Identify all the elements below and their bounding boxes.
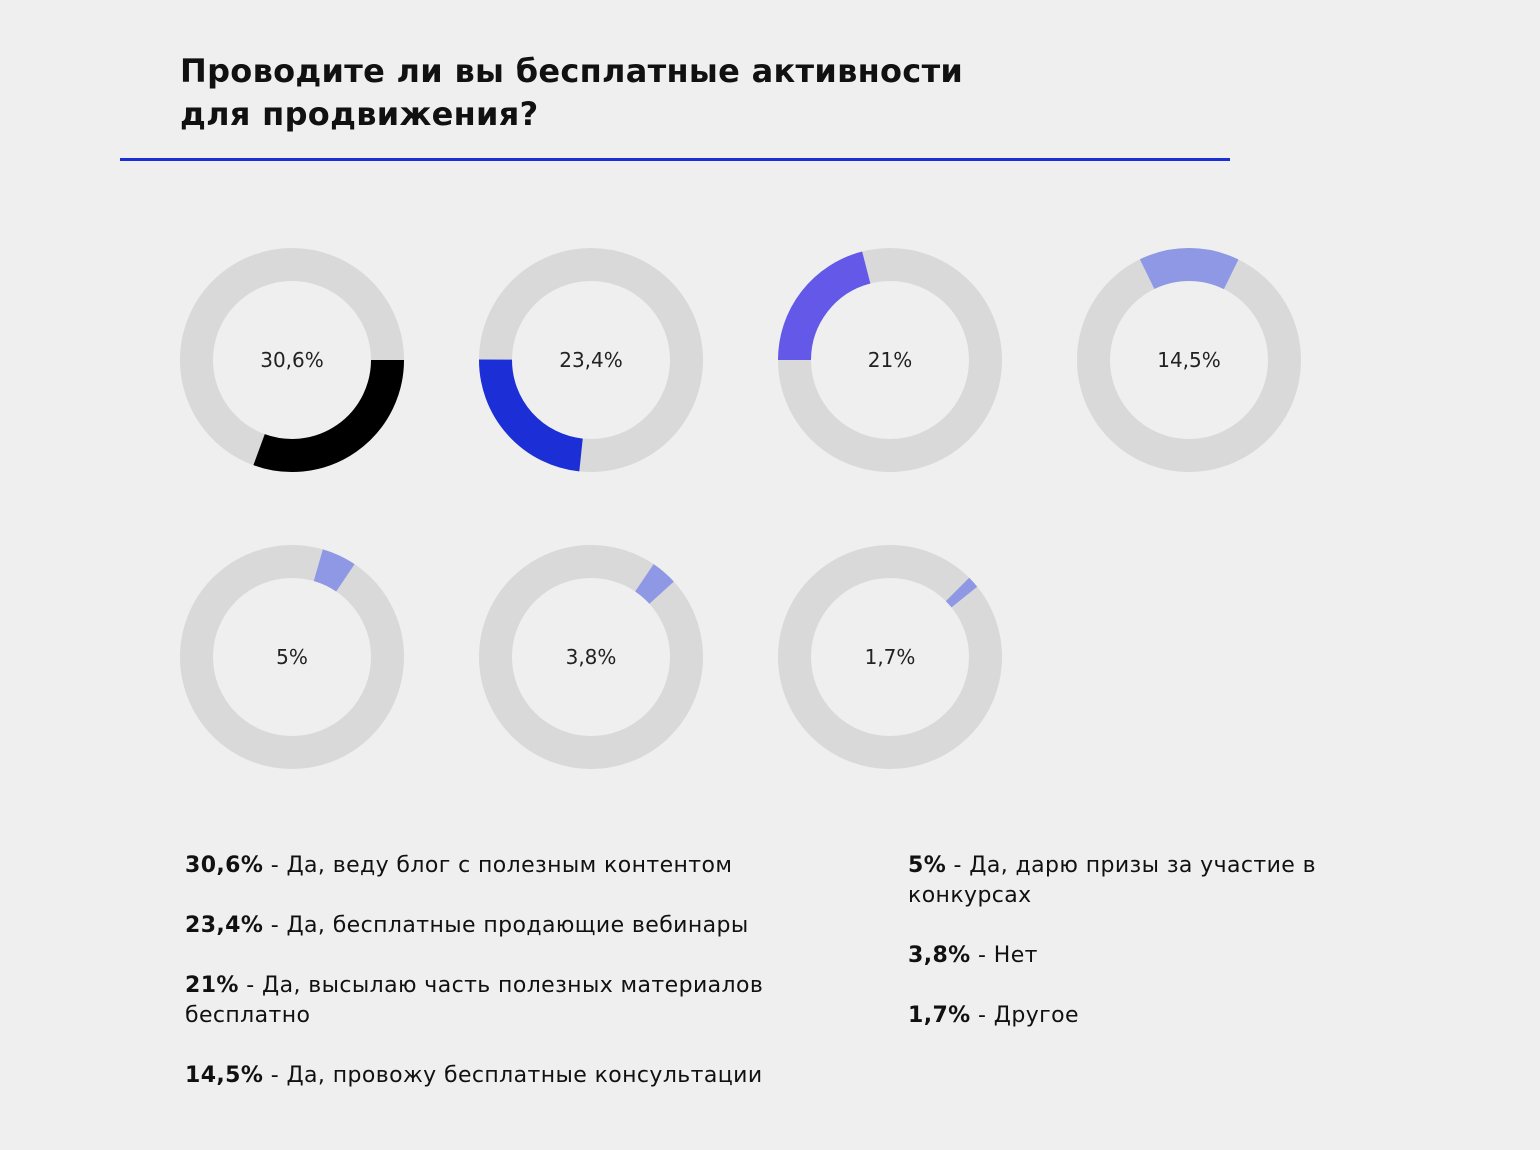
legend-text: Да, дарю призы за участие в конкурсах	[908, 853, 1316, 908]
donut-label: 5%	[276, 645, 308, 669]
legend-percent: 21%	[185, 973, 239, 998]
legend-text: Да, бесплатные продающие вебинары	[286, 913, 749, 938]
title-line-1: Проводите ли вы бесплатные активности	[180, 52, 964, 90]
donut-label: 14,5%	[1157, 348, 1221, 372]
donut-1: 23,4%	[479, 248, 703, 472]
legend-left: 30,6% - Да, веду блог с полезным контент…	[185, 851, 825, 1121]
donut-track	[778, 545, 1002, 769]
legend-percent: 3,8%	[908, 943, 971, 968]
legend-text: Да, провожу бесплатные консультации	[286, 1063, 763, 1088]
legend-item: 3,8% - Нет	[908, 943, 1038, 968]
chart-title: Проводите ли вы бесплатные активности дл…	[180, 50, 963, 136]
legend-item: 23,4% - Да, бесплатные продающие вебинар…	[185, 913, 749, 938]
legend-right: 5% - Да, дарю призы за участие в конкурс…	[908, 851, 1348, 1061]
legend-percent: 30,6%	[185, 853, 264, 878]
legend-percent: 14,5%	[185, 1063, 264, 1088]
donut-label: 1,7%	[865, 645, 916, 669]
donut-segment	[778, 251, 871, 361]
donut-segment	[253, 359, 404, 472]
donut-6: 1,7%	[778, 545, 1002, 769]
title-line-2: для продвижения?	[180, 95, 539, 133]
legend-text: Нет	[993, 943, 1038, 968]
donut-segment	[479, 359, 584, 472]
legend-percent: 23,4%	[185, 913, 264, 938]
legend-item: 30,6% - Да, веду блог с полезным контент…	[185, 853, 733, 878]
donut-2: 21%	[778, 248, 1002, 472]
donut-segment	[634, 564, 674, 605]
legend-item: 21% - Да, высылаю часть полезных материа…	[185, 973, 764, 1028]
donut-label: 21%	[868, 348, 912, 372]
donut-label: 3,8%	[566, 645, 617, 669]
donut-0: 30,6%	[180, 248, 404, 472]
legend-percent: 1,7%	[908, 1003, 971, 1028]
donut-4: 5%	[180, 545, 404, 769]
donut-label: 30,6%	[260, 348, 324, 372]
donut-5: 3,8%	[479, 545, 703, 769]
donut-3: 14,5%	[1077, 248, 1301, 472]
legend-text: Да, высылаю часть полезных материалов бе…	[185, 973, 764, 1028]
legend-item: 1,7% - Другое	[908, 1003, 1079, 1028]
donut-charts: 30,6% 23,4% 21% 14,5% 5% 3,8% 1,7%	[180, 248, 1301, 769]
donut-segment	[1139, 248, 1239, 290]
donut-segment	[313, 549, 355, 592]
donut-track	[479, 545, 703, 769]
donut-segment	[945, 577, 978, 608]
legend-item: 5% - Да, дарю призы за участие в конкурс…	[908, 853, 1316, 908]
title-divider	[120, 158, 1230, 161]
legend-item: 14,5% - Да, провожу бесплатные консульта…	[185, 1063, 763, 1088]
legend-percent: 5%	[908, 853, 947, 878]
donut-track	[180, 545, 404, 769]
legend-text: Другое	[993, 1003, 1079, 1028]
legend-text: Да, веду блог с полезным контентом	[286, 853, 733, 878]
donut-label: 23,4%	[559, 348, 623, 372]
